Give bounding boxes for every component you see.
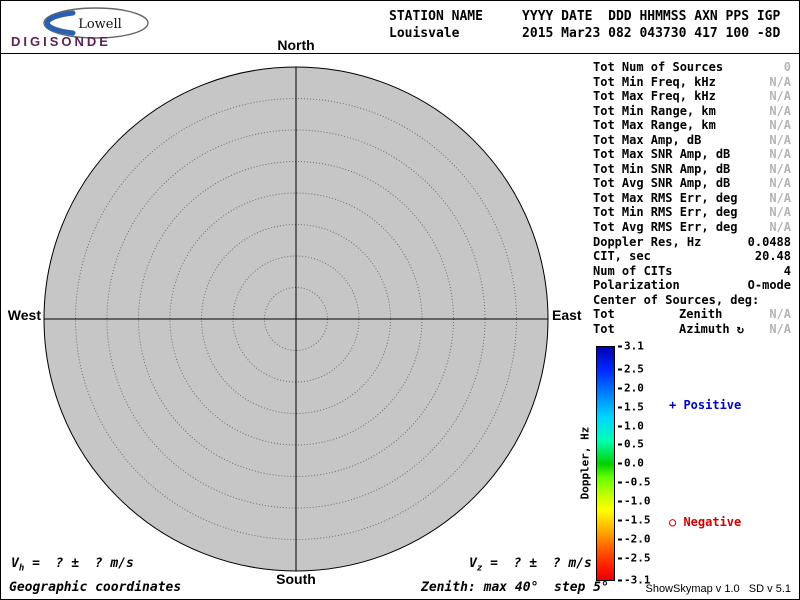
stat-value: N/A bbox=[769, 176, 791, 191]
statistics-panel: Tot Num of Sources 0 Tot Min Freq, kHz N/A… bbox=[591, 60, 791, 336]
stat-value: N/A bbox=[769, 205, 791, 220]
stat-row: Tot Avg SNR Amp, dB N/A bbox=[593, 176, 791, 191]
header-divider bbox=[1, 53, 799, 54]
colorbar-tick: 1.5 bbox=[618, 401, 644, 414]
stat-row: Polarization O-mode bbox=[593, 278, 791, 293]
compass-label-south: South bbox=[276, 571, 316, 587]
stat-sublabel: Azimuth ↻ bbox=[679, 321, 745, 336]
stat-row: Tot Num of Sources 0 bbox=[593, 60, 791, 74]
stat-value: N/A bbox=[769, 132, 791, 147]
stat-row: Doppler Res, Hz 0.0488 bbox=[593, 234, 791, 249]
stat-value: 20.48 bbox=[754, 249, 791, 264]
lowell-digisonde-logo: Lowell DIGISONDE bbox=[7, 4, 237, 52]
logo-swoosh bbox=[44, 10, 76, 36]
lowell-logo-oval: Lowell bbox=[43, 7, 149, 39]
stat-row: Center of Sources, deg: bbox=[593, 292, 760, 307]
stat-value: N/A bbox=[769, 190, 791, 205]
header-values-row: Louisvale 2015 Mar23 082 043730 417 100 … bbox=[389, 26, 781, 41]
stat-value: N/A bbox=[769, 307, 791, 322]
colorbar-tick: 2.5 bbox=[618, 363, 644, 376]
stat-value: N/A bbox=[769, 118, 791, 133]
compass-label-north: North bbox=[277, 37, 315, 53]
stat-value: N/A bbox=[769, 89, 791, 104]
doppler-axis-label: Doppler, Hz bbox=[578, 426, 592, 500]
stat-row: Tot Min RMS Err, deg N/A bbox=[593, 205, 791, 220]
stat-sublabel: Zenith bbox=[679, 307, 723, 322]
zenith-scale-label: Zenith: max 40° step 5° bbox=[421, 580, 609, 595]
coordinate-system-label: Geographic coordinates bbox=[9, 580, 182, 595]
stat-value: N/A bbox=[769, 74, 791, 89]
stat-row: Tot Min SNR Amp, dB N/A bbox=[593, 161, 791, 176]
colorbar-tick: -1.5 bbox=[618, 514, 651, 527]
colorbar-tick: 0.0 bbox=[618, 457, 644, 470]
stat-row: Tot Max Freq, kHz N/A bbox=[593, 89, 791, 104]
logo-brand-text: Lowell bbox=[78, 17, 122, 32]
stat-value: N/A bbox=[769, 220, 791, 235]
version-label: ShowSkymap v 1.0 SD v 5.1 bbox=[645, 583, 791, 595]
stat-value: N/A bbox=[769, 147, 791, 162]
stat-row: Tot Max Range, km N/A bbox=[593, 118, 791, 133]
horizontal-velocity-readout: Vh = ? ± ? m/s bbox=[11, 556, 134, 574]
colorbar-tick: 2.0 bbox=[618, 382, 644, 395]
colorbar-tick: -3.1 bbox=[618, 574, 651, 587]
stat-value: 0 bbox=[783, 60, 791, 74]
stat-value: N/A bbox=[769, 321, 791, 336]
stat-value: 4 bbox=[783, 263, 791, 278]
colorbar-tick: 0.5 bbox=[618, 438, 644, 451]
compass-label-east: East bbox=[552, 307, 582, 323]
colorbar-tick: -1.0 bbox=[618, 495, 651, 508]
doppler-colorbar bbox=[596, 346, 615, 581]
stat-row: Tot Azimuth ↻ N/A bbox=[593, 321, 791, 336]
stat-row: Tot Min Range, km N/A bbox=[593, 103, 791, 118]
stat-value: 0.0488 bbox=[747, 234, 791, 249]
compass-label-west: West bbox=[7, 307, 41, 323]
colorbar-tick: 1.0 bbox=[618, 420, 644, 433]
stat-value: N/A bbox=[769, 161, 791, 176]
vertical-velocity-readout: Vz = ? ± ? m/s bbox=[469, 556, 592, 574]
stat-value: N/A bbox=[769, 103, 791, 118]
colorbar-tick: 3.1 bbox=[618, 340, 644, 353]
stat-row: Num of CITs 4 bbox=[593, 263, 791, 278]
header-columns-row: STATION NAME YYYY DATE DDD HHMMSS AXN PP… bbox=[389, 9, 781, 24]
logo-product-text: DIGISONDE bbox=[11, 34, 111, 49]
stat-row: Tot Avg RMS Err, deg N/A bbox=[593, 220, 791, 235]
stat-row: Tot Min Freq, kHz N/A bbox=[593, 74, 791, 89]
stat-row: Tot Zenith N/A bbox=[593, 307, 791, 322]
negative-doppler-legend: ○ Negative bbox=[669, 515, 742, 529]
colorbar-tick: -2.5 bbox=[618, 552, 651, 565]
colorbar-tick: -0.5 bbox=[618, 476, 651, 489]
skymap-plot bbox=[43, 66, 549, 572]
stat-row: Tot Max Amp, dB N/A bbox=[593, 132, 791, 147]
stat-row: Tot Max RMS Err, deg N/A bbox=[593, 190, 791, 205]
colorbar-tick: -2.0 bbox=[618, 533, 651, 546]
stat-row: Tot Max SNR Amp, dB N/A bbox=[593, 147, 791, 162]
stat-value: O-mode bbox=[747, 278, 791, 293]
stat-row: CIT, sec 20.48 bbox=[593, 249, 791, 264]
positive-doppler-legend: + Positive bbox=[669, 398, 742, 412]
